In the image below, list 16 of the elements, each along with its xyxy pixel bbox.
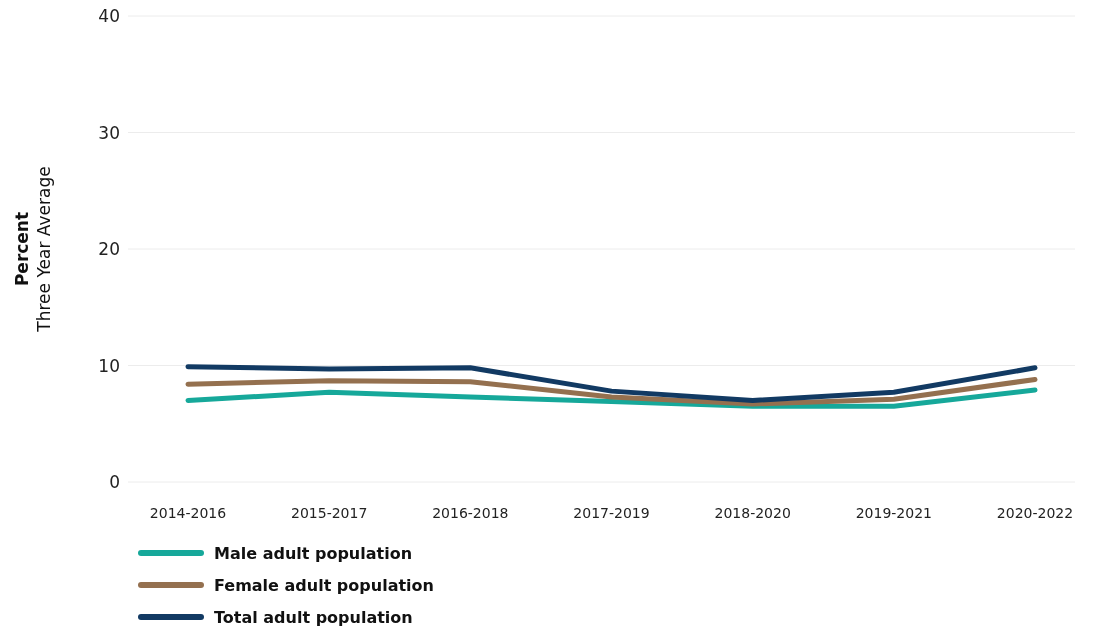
legend-label: Total adult population: [214, 607, 413, 627]
x-tick-label: 2017-2019: [573, 504, 650, 521]
y-tick-label: 40: [98, 6, 120, 27]
y-tick-label: 0: [109, 472, 120, 493]
x-tick-label: 2015-2017: [291, 504, 368, 521]
x-tick-label: 2018-2020: [714, 504, 791, 521]
y-tick-label: 30: [98, 122, 120, 143]
x-tick-label: 2019-2021: [855, 504, 932, 521]
y-tick-label: 20: [98, 239, 120, 260]
y-axis-title: Percent Three Year Average: [12, 166, 54, 333]
legend-label: Male adult population: [214, 543, 413, 563]
legend-label: Female adult population: [214, 575, 434, 595]
x-tick-label: 2016-2018: [432, 504, 509, 521]
y-tick-label: 10: [98, 355, 120, 376]
x-tick-label: 2020-2022: [996, 504, 1074, 521]
x-tick-label: 2014-2016: [149, 504, 227, 521]
